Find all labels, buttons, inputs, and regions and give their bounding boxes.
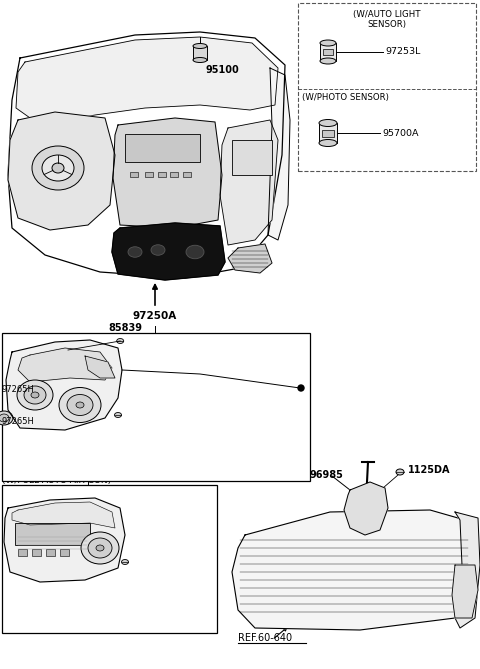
Bar [158, 172, 166, 177]
Bar [183, 172, 191, 177]
Text: 95700A: 95700A [382, 128, 419, 138]
Circle shape [298, 385, 304, 391]
Ellipse shape [96, 545, 104, 551]
Polygon shape [228, 244, 272, 273]
Bar [60, 549, 69, 556]
Ellipse shape [396, 469, 404, 475]
Polygon shape [85, 356, 115, 378]
Polygon shape [6, 340, 122, 430]
Ellipse shape [319, 120, 337, 126]
Bar [319, 123, 337, 143]
Polygon shape [232, 510, 475, 630]
Bar [15, 523, 90, 545]
Text: 97250A: 97250A [133, 311, 177, 321]
Ellipse shape [24, 386, 46, 404]
Text: REF.60-640: REF.60-640 [238, 633, 292, 643]
Bar [2, 333, 310, 481]
Ellipse shape [121, 559, 129, 565]
Text: (W/FULL AUTO AIR CON): (W/FULL AUTO AIR CON) [2, 476, 111, 484]
Ellipse shape [186, 246, 204, 259]
Text: 84747: 84747 [131, 557, 159, 567]
Polygon shape [452, 565, 478, 618]
Bar [170, 172, 178, 177]
Bar [2, 485, 217, 633]
Text: (W/AUTO LIGHT
SENSOR): (W/AUTO LIGHT SENSOR) [353, 10, 421, 29]
Bar [145, 172, 153, 177]
Polygon shape [344, 482, 388, 535]
Ellipse shape [115, 413, 121, 417]
Ellipse shape [0, 414, 9, 422]
Ellipse shape [128, 247, 142, 258]
Bar [32, 549, 41, 556]
Bar [18, 549, 27, 556]
Text: 97250A: 97250A [67, 462, 108, 472]
Ellipse shape [76, 402, 84, 408]
Text: 85839: 85839 [75, 488, 109, 498]
Ellipse shape [84, 504, 91, 510]
Ellipse shape [67, 395, 93, 415]
Polygon shape [4, 498, 125, 582]
Ellipse shape [0, 411, 13, 425]
Ellipse shape [193, 43, 207, 48]
Ellipse shape [59, 387, 101, 423]
Ellipse shape [42, 155, 74, 181]
Text: 97265H: 97265H [2, 417, 35, 427]
Ellipse shape [320, 40, 336, 46]
Bar [130, 172, 138, 177]
Polygon shape [18, 348, 112, 382]
Text: 95100: 95100 [205, 65, 239, 75]
Polygon shape [112, 223, 225, 280]
Ellipse shape [319, 140, 337, 147]
Text: 84747: 84747 [124, 411, 153, 419]
Polygon shape [220, 120, 278, 245]
Bar [323, 49, 333, 55]
Ellipse shape [52, 163, 64, 173]
Ellipse shape [17, 380, 53, 410]
Text: 97253L: 97253L [385, 47, 420, 56]
Ellipse shape [81, 532, 119, 564]
Bar [322, 130, 334, 137]
Polygon shape [268, 68, 290, 240]
Polygon shape [12, 502, 115, 528]
Text: 97262H: 97262H [189, 352, 231, 362]
Polygon shape [455, 512, 480, 628]
Bar [125, 134, 200, 162]
Polygon shape [8, 112, 115, 230]
Ellipse shape [31, 392, 39, 398]
Polygon shape [16, 37, 278, 125]
Text: 96985: 96985 [310, 470, 344, 480]
Text: 97265H: 97265H [2, 385, 35, 395]
Text: 85839: 85839 [108, 323, 142, 333]
Bar [320, 43, 336, 61]
Bar [298, 3, 476, 171]
Ellipse shape [117, 339, 124, 343]
Ellipse shape [88, 538, 112, 558]
Ellipse shape [32, 146, 84, 190]
Ellipse shape [151, 245, 165, 256]
Polygon shape [113, 118, 222, 228]
Text: (W/PHOTO SENSOR): (W/PHOTO SENSOR) [302, 93, 389, 102]
Ellipse shape [320, 58, 336, 64]
Text: 1125DA: 1125DA [408, 465, 451, 475]
Bar [46, 549, 55, 556]
Bar [232, 140, 272, 175]
Bar [193, 46, 207, 60]
Ellipse shape [193, 58, 207, 62]
